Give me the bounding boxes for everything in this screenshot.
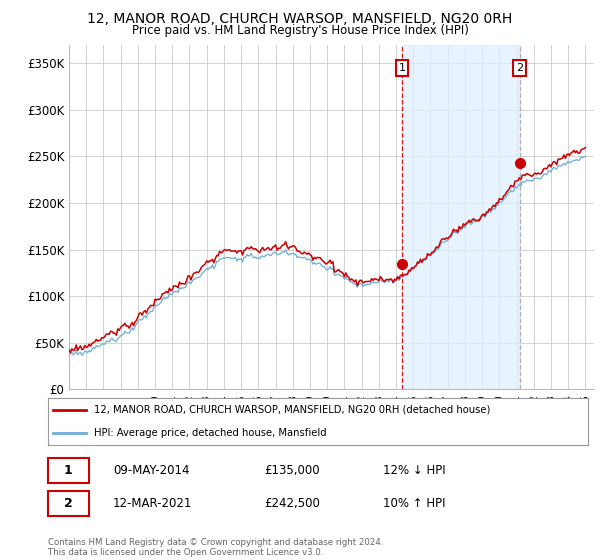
FancyBboxPatch shape xyxy=(48,458,89,483)
Text: 12-MAR-2021: 12-MAR-2021 xyxy=(113,497,192,510)
Text: Price paid vs. HM Land Registry's House Price Index (HPI): Price paid vs. HM Land Registry's House … xyxy=(131,24,469,37)
Text: 1: 1 xyxy=(398,63,406,73)
Text: 12% ↓ HPI: 12% ↓ HPI xyxy=(383,464,445,477)
Text: HPI: Average price, detached house, Mansfield: HPI: Average price, detached house, Mans… xyxy=(94,428,326,438)
Bar xyxy=(402,45,520,389)
Text: 2: 2 xyxy=(64,497,73,510)
Text: 12, MANOR ROAD, CHURCH WARSOP, MANSFIELD, NG20 0RH (detached house): 12, MANOR ROAD, CHURCH WARSOP, MANSFIELD… xyxy=(94,404,490,414)
Text: Contains HM Land Registry data © Crown copyright and database right 2024.: Contains HM Land Registry data © Crown c… xyxy=(48,538,383,547)
Text: 10% ↑ HPI: 10% ↑ HPI xyxy=(383,497,445,510)
FancyBboxPatch shape xyxy=(48,491,89,516)
Text: £242,500: £242,500 xyxy=(264,497,320,510)
Text: This data is licensed under the Open Government Licence v3.0.: This data is licensed under the Open Gov… xyxy=(48,548,323,557)
Text: 2: 2 xyxy=(516,63,523,73)
Text: 1: 1 xyxy=(64,464,73,477)
Text: 12, MANOR ROAD, CHURCH WARSOP, MANSFIELD, NG20 0RH: 12, MANOR ROAD, CHURCH WARSOP, MANSFIELD… xyxy=(88,12,512,26)
Text: £135,000: £135,000 xyxy=(264,464,320,477)
Text: 09-MAY-2014: 09-MAY-2014 xyxy=(113,464,190,477)
